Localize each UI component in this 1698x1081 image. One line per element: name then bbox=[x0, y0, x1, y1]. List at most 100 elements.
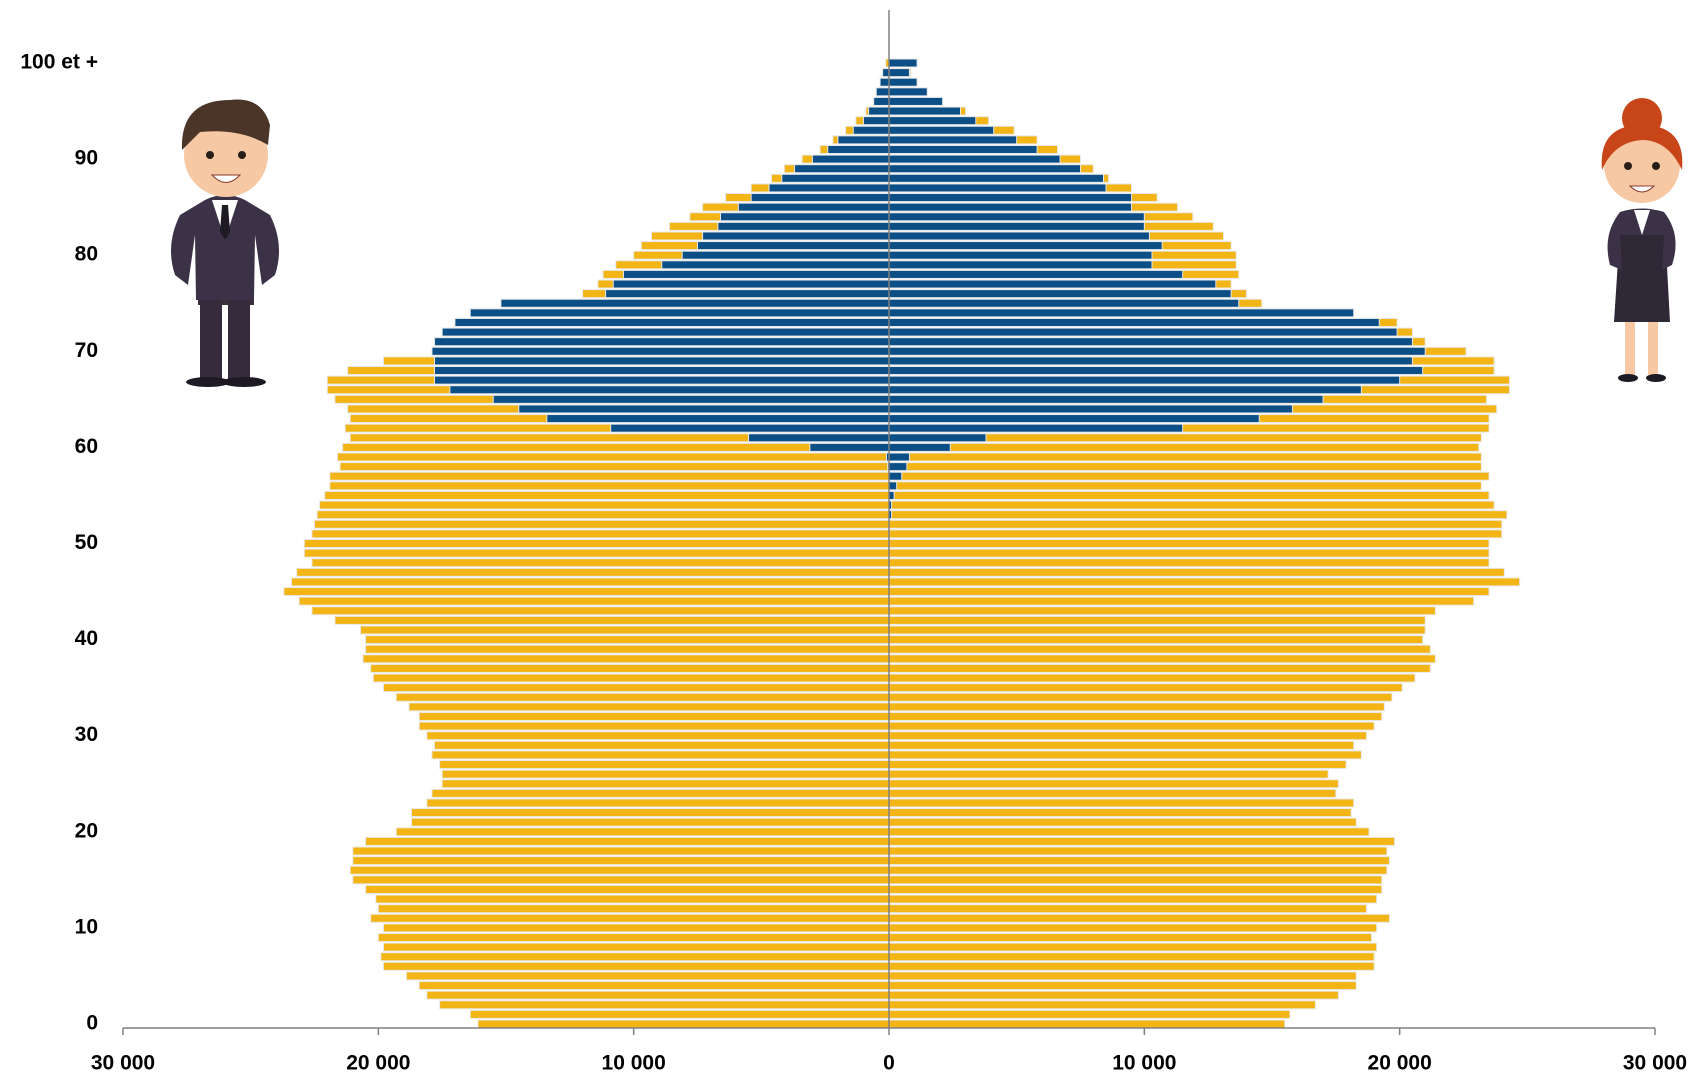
bar bbox=[889, 799, 1354, 807]
bar bbox=[409, 703, 889, 711]
bar bbox=[703, 232, 889, 240]
bar bbox=[889, 741, 1354, 749]
y-tick-label: 60 bbox=[75, 435, 98, 458]
bar bbox=[889, 722, 1374, 730]
bar bbox=[889, 789, 1336, 797]
y-tick-label: 70 bbox=[75, 339, 98, 362]
bar bbox=[889, 338, 1412, 346]
bar bbox=[606, 290, 889, 298]
bar bbox=[889, 88, 927, 96]
bar bbox=[838, 136, 889, 144]
bar bbox=[889, 242, 1162, 250]
bar bbox=[435, 367, 889, 375]
bar bbox=[381, 953, 889, 961]
y-tick-label: 90 bbox=[75, 147, 98, 170]
bar bbox=[869, 107, 889, 115]
bar bbox=[782, 174, 889, 182]
chart: 30 00020 00010 000010 00020 00030 000010… bbox=[0, 0, 1698, 1076]
bar bbox=[427, 799, 889, 807]
bar bbox=[435, 741, 889, 749]
bar bbox=[613, 280, 889, 288]
bar bbox=[292, 578, 889, 586]
bar bbox=[810, 443, 889, 451]
bar bbox=[889, 953, 1374, 961]
bar bbox=[889, 491, 894, 499]
page: 30 00020 00010 000010 00020 00030 000010… bbox=[0, 0, 1698, 1081]
bar bbox=[366, 645, 889, 653]
bar bbox=[889, 588, 1489, 596]
bar bbox=[889, 693, 1392, 701]
bar bbox=[889, 982, 1356, 990]
bar bbox=[889, 415, 1259, 423]
bar bbox=[889, 578, 1520, 586]
bar bbox=[889, 905, 1366, 913]
bar bbox=[889, 559, 1489, 567]
woman-figure bbox=[1602, 98, 1683, 382]
bar bbox=[312, 559, 889, 567]
bar bbox=[299, 597, 889, 605]
bar bbox=[889, 347, 1425, 355]
y-tick-label: 0 bbox=[86, 1012, 98, 1035]
bar bbox=[889, 761, 1346, 769]
bar bbox=[889, 732, 1366, 740]
bar bbox=[493, 395, 889, 403]
bar bbox=[435, 376, 889, 384]
bar bbox=[440, 1001, 889, 1009]
x-tick-label: 10 000 bbox=[602, 1052, 666, 1075]
y-tick-label: 30 bbox=[75, 723, 98, 746]
bar bbox=[698, 242, 890, 250]
bar bbox=[889, 136, 1017, 144]
bar bbox=[889, 568, 1504, 576]
x-tick-label: 30 000 bbox=[1623, 1052, 1687, 1075]
bar bbox=[353, 847, 889, 855]
bar bbox=[889, 126, 994, 134]
bar bbox=[889, 367, 1423, 375]
bar bbox=[435, 357, 889, 365]
bar bbox=[406, 972, 889, 980]
bar bbox=[889, 117, 976, 125]
bar bbox=[889, 924, 1377, 932]
bar bbox=[795, 165, 889, 173]
bar bbox=[889, 549, 1489, 557]
bar bbox=[828, 145, 889, 153]
bar bbox=[360, 626, 889, 634]
bar bbox=[889, 395, 1323, 403]
bar bbox=[889, 309, 1354, 317]
x-tick-label: 0 bbox=[883, 1052, 895, 1075]
bar bbox=[335, 616, 889, 624]
bar bbox=[889, 818, 1356, 826]
bar bbox=[547, 415, 889, 423]
bar bbox=[419, 712, 889, 720]
bar bbox=[371, 664, 889, 672]
bar bbox=[889, 751, 1361, 759]
bar bbox=[889, 934, 1372, 942]
bar bbox=[378, 934, 889, 942]
bar bbox=[863, 117, 889, 125]
bar bbox=[889, 299, 1239, 307]
bar bbox=[682, 251, 889, 259]
bar bbox=[889, 290, 1231, 298]
bar bbox=[889, 194, 1132, 202]
bar bbox=[751, 194, 889, 202]
bar bbox=[432, 347, 889, 355]
bar bbox=[442, 770, 889, 778]
bar bbox=[478, 1020, 889, 1028]
bar bbox=[889, 270, 1183, 278]
bar bbox=[876, 88, 889, 96]
bar bbox=[853, 126, 889, 134]
bar bbox=[340, 463, 889, 471]
bar bbox=[718, 222, 889, 230]
bar bbox=[889, 1020, 1285, 1028]
bar bbox=[889, 520, 1502, 528]
bar bbox=[889, 232, 1149, 240]
bar bbox=[376, 895, 889, 903]
bar bbox=[720, 213, 889, 221]
bar bbox=[889, 636, 1423, 644]
bar bbox=[427, 732, 889, 740]
bar bbox=[304, 539, 889, 547]
bar bbox=[889, 1001, 1315, 1009]
bar bbox=[330, 472, 889, 480]
bar bbox=[812, 155, 889, 163]
bar bbox=[889, 424, 1183, 432]
bar bbox=[889, 962, 1374, 970]
